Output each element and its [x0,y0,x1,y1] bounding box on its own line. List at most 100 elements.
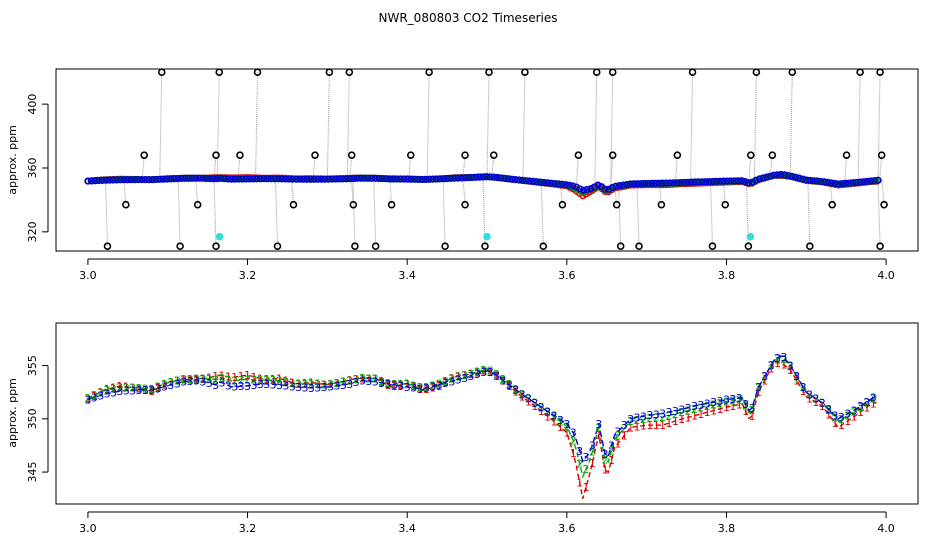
top-series3-point [396,175,405,183]
bottom-series2-marker: 2 [372,373,379,386]
top-series3-point [285,175,293,183]
bottom-series1-marker: 1 [614,438,621,451]
bottom-series3-marker: 3 [710,396,717,409]
bottom-series1-marker: 1 [557,421,564,434]
top-series3-point [105,176,114,184]
bottom-series2-marker: 2 [174,375,181,388]
top-series3-point [403,175,412,183]
bottom-series3-marker: 3 [729,393,736,406]
bottom-series2-marker: 2 [870,393,877,406]
bottom-series2-marker: 2 [161,378,168,391]
top-outlier-point [212,242,220,251]
top-series3-point [152,175,160,184]
bottom-series2-marker: 2 [404,378,411,391]
top-series3-point [400,175,408,183]
top-series3-point [378,174,387,183]
bottom-series2-marker: 2 [499,373,506,386]
bottom-series3-marker: 3 [429,380,436,393]
bottom-series1-marker: 1 [653,419,660,432]
bottom-series1-marker: 1 [353,373,360,386]
top-outlier-point [828,200,836,209]
bottom-series2-marker: 2 [321,378,328,391]
bottom-series3-marker: 3 [672,405,679,418]
bottom-series3-marker: 3 [302,382,309,395]
bottom-series2-marker: 2 [634,414,641,427]
top-connector-line [486,72,490,177]
top-series3-point [141,176,149,184]
bottom-series3-marker: 3 [187,375,194,388]
top-series3-point [770,171,778,179]
top-series3-point [623,180,631,189]
top-series3-point [529,177,537,185]
top-outlier-point [461,200,469,209]
top-series3-point [849,179,857,187]
bottom-series1-marker: 1 [768,362,775,375]
bottom-series1-marker: 1 [755,386,762,399]
top-connector-line [540,182,544,247]
top-series3-point [113,176,121,184]
bottom-series2-marker: 2 [819,397,826,410]
top-connector-line [255,72,259,179]
bottom-series3-marker: 3 [263,378,270,391]
top-series3-point [666,179,674,187]
top-series3-point [511,175,519,184]
top-series3-point [421,175,430,183]
top-connector-line [123,179,127,205]
bottom-series1-marker: 1 [582,481,589,494]
top-series3-point [745,179,753,187]
bottom-series1-marker: 1 [742,405,749,418]
bottom-y-axis: 345 350 355 [26,355,49,483]
top-x-tick-label: 3.2 [239,269,257,282]
bottom-series1-marker: 1 [761,374,768,387]
bottom-series2-marker: 2 [787,360,794,373]
bottom-series1-marker: 1 [206,372,213,385]
bottom-series3-marker: 3 [199,375,206,388]
top-series3-point [658,179,667,187]
top-series3-point [389,175,397,183]
top-series3-point [249,175,257,183]
bottom-series2-marker: 2 [116,381,123,394]
bottom-series1-marker: 1 [378,376,385,389]
bottom-series3-marker: 3 [512,384,519,397]
bottom-series3-line [87,355,877,463]
bottom-series2-marker: 2 [551,411,558,424]
bottom-series2-marker: 2 [84,392,91,405]
bottom-series1-marker: 1 [308,377,315,390]
bottom-series1-marker: 1 [819,400,826,413]
top-series3-point [156,175,164,183]
top-series3-point [522,177,530,185]
top-series3-point [450,174,458,182]
bottom-series3-marker: 3 [365,375,372,388]
bottom-series1-marker: 1 [161,378,168,391]
top-connector-line [575,155,579,188]
bottom-series3-marker: 3 [104,388,111,401]
top-outlier-point [842,151,851,160]
top-series3-point [307,175,315,183]
top-connector-line [389,178,393,205]
top-series3-point [712,177,721,185]
top-outlier-point [157,68,166,76]
bottom-series2-marker: 2 [506,378,513,391]
top-outlier-point [708,242,717,251]
bottom-series3-marker: 3 [717,395,724,408]
top-connector-line [290,179,294,205]
bottom-series2-marker: 2 [717,397,724,410]
bottom-series2-marker: 2 [851,406,858,419]
bottom-series3-marker: 3 [385,378,392,391]
bottom-series3-marker: 3 [844,408,851,421]
bottom-series3-marker: 3 [244,380,251,393]
top-outlier-point [806,242,814,251]
bottom-series2-marker: 2 [193,373,200,386]
bottom-series3-marker: 3 [397,380,404,393]
bottom-series1-marker: 1 [851,411,858,424]
top-outlier-point [485,68,493,76]
bottom-series3-marker: 3 [608,439,615,452]
bottom-series1-marker: 1 [327,378,334,391]
bottom-series2-marker: 2 [314,378,321,391]
bottom-series1-marker: 1 [627,421,634,434]
bottom-series1-line [87,361,877,499]
top-outlier-point [574,151,583,160]
bottom-series3-marker: 3 [231,381,238,394]
top-series3-point [314,175,322,183]
bottom-series3-marker: 3 [161,381,168,394]
